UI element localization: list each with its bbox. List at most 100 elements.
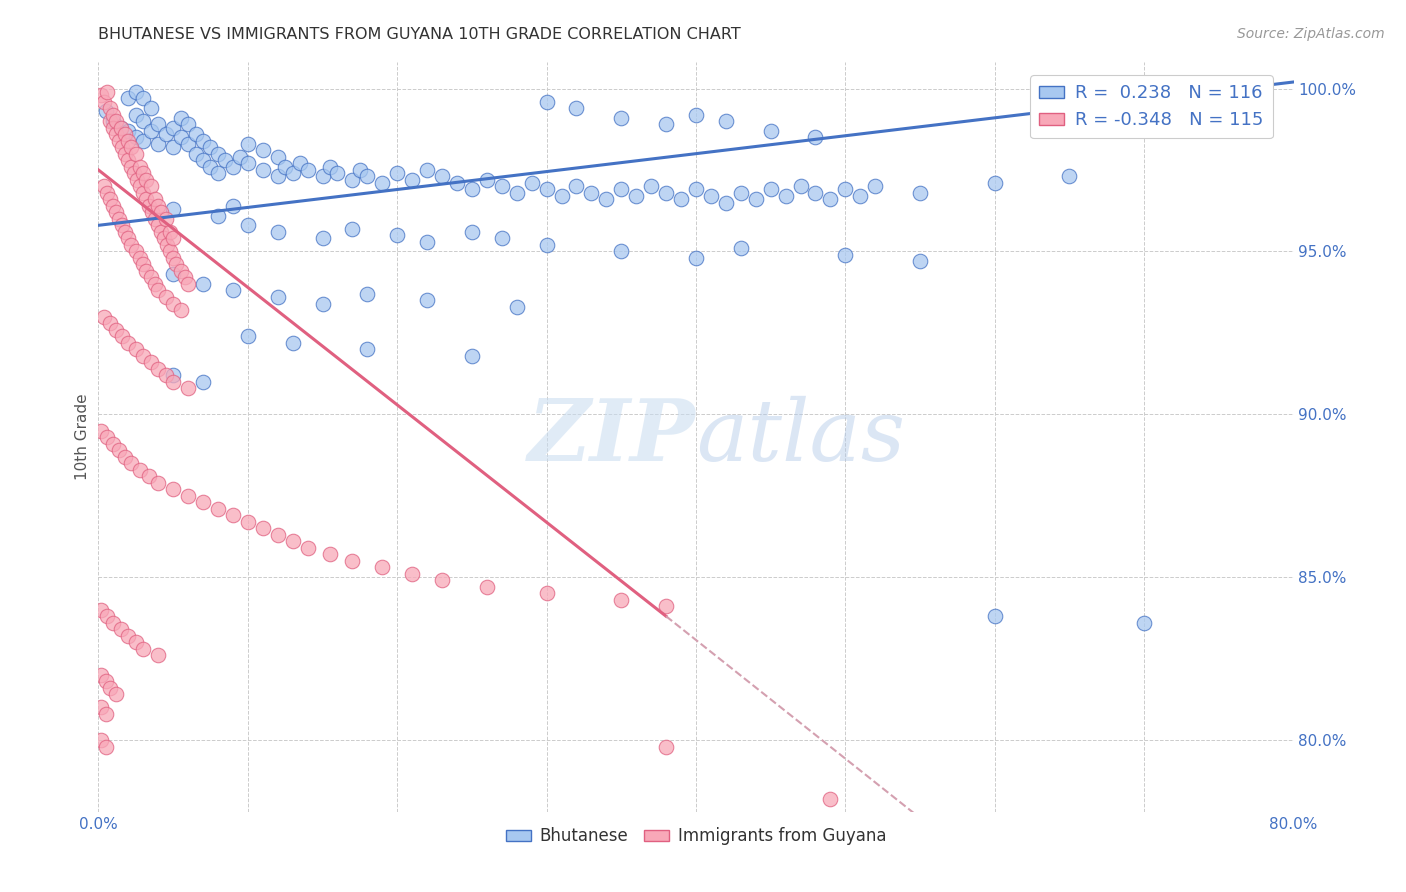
Point [200,160,222,174]
Point [98,114,122,128]
Point [132,91,155,105]
Point [96,609,118,624]
Point [236,329,259,343]
Point [98,681,122,695]
Point [520,176,543,190]
Point [730,186,752,200]
Point [162,231,184,245]
Point [90,603,112,617]
Point [177,136,200,151]
Point [132,349,155,363]
Point [90,733,112,747]
Point [461,225,484,239]
Point [908,186,931,200]
Point [626,189,648,203]
Point [114,146,136,161]
Point [214,153,236,168]
Point [129,160,152,174]
Point [700,189,723,203]
Point [159,244,181,259]
Point [159,225,181,239]
Point [93,179,115,194]
Point [117,134,139,148]
Point [90,668,112,682]
Point [207,146,229,161]
Point [132,114,155,128]
Point [125,146,148,161]
Point [356,286,378,301]
Point [775,189,797,203]
Point [475,580,498,594]
Point [138,199,160,213]
Point [342,221,364,235]
Point [108,211,131,226]
Point [491,179,513,194]
Point [371,176,394,190]
Point [446,176,468,190]
Point [129,463,152,477]
Point [98,316,122,330]
Point [416,163,439,178]
Point [207,209,229,223]
Point [640,179,662,194]
Point [96,186,118,200]
Point [326,166,349,180]
Point [135,264,157,278]
Point [94,104,117,119]
Point [311,231,333,245]
Point [311,169,333,184]
Point [595,192,617,206]
Point [416,293,439,308]
Point [401,566,423,581]
Point [236,156,259,170]
Point [236,219,259,233]
Point [685,251,707,265]
Point [135,172,157,186]
Point [120,456,142,470]
Legend: Bhutanese, Immigrants from Guyana: Bhutanese, Immigrants from Guyana [499,821,893,852]
Point [120,160,142,174]
Point [177,117,200,131]
Point [105,114,128,128]
Point [111,329,134,343]
Point [252,163,274,178]
Text: atlas: atlas [696,396,905,478]
Point [120,238,142,252]
Point [162,202,184,216]
Point [461,182,484,196]
Point [103,120,125,135]
Point [685,107,707,121]
Point [103,114,125,128]
Point [90,700,112,714]
Point [356,169,378,184]
Point [165,257,187,271]
Point [536,238,558,252]
Point [229,150,252,164]
Point [117,153,139,168]
Point [506,300,529,314]
Point [804,186,827,200]
Point [416,235,439,249]
Point [96,85,118,99]
Point [491,231,513,245]
Point [94,739,117,754]
Point [207,501,229,516]
Point [610,593,633,607]
Point [236,136,259,151]
Point [162,140,184,154]
Point [267,169,290,184]
Point [252,144,274,158]
Point [184,127,207,141]
Point [125,85,148,99]
Point [105,688,128,702]
Point [148,117,170,131]
Point [222,508,245,523]
Point [385,228,409,243]
Point [536,95,558,109]
Point [127,172,149,186]
Point [162,120,184,135]
Point [143,211,166,226]
Point [745,192,768,206]
Point [984,176,1007,190]
Point [319,160,342,174]
